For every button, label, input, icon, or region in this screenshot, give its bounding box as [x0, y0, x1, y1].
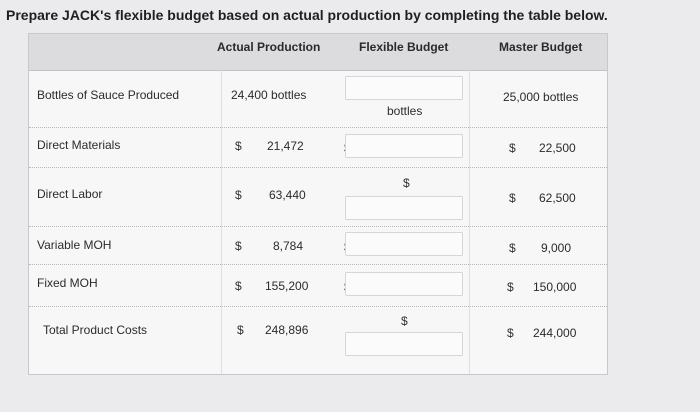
master-materials-dollar: $: [509, 141, 516, 155]
master-vmoh-dollar: $: [509, 241, 516, 255]
master-total-dollar: $: [507, 326, 514, 340]
actual-bottles-value: 24,400 bottles: [231, 88, 307, 102]
master-materials-value: 22,500: [539, 141, 576, 155]
flexible-materials-input[interactable]: [345, 134, 463, 158]
master-vmoh-value: 9,000: [541, 241, 572, 255]
flexible-total-input[interactable]: [345, 332, 463, 356]
flexible-fmoh-input[interactable]: [345, 272, 463, 296]
master-labor-dollar: $: [509, 191, 516, 205]
actual-total-dollar: $: [237, 323, 244, 337]
row-label-fixed-moh: Fixed MOH: [37, 276, 98, 290]
table-header-row: Actual Production Flexible Budget Master…: [29, 34, 607, 71]
row-label-total-product-costs: Total Product Costs: [43, 323, 148, 337]
actual-materials-dollar: $: [235, 139, 242, 153]
actual-materials-value: 21,472: [267, 139, 304, 153]
master-bottles-value: 25,000 bottles: [503, 90, 579, 104]
row-label-direct-materials: Direct Materials: [37, 138, 121, 152]
row-divider: [29, 226, 607, 227]
flexible-total-dollar: $: [401, 314, 408, 328]
flexible-labor-dollar: $: [403, 176, 410, 190]
row-divider: [29, 167, 607, 168]
actual-vmoh-dollar: $: [235, 239, 242, 253]
actual-total-value: 248,896: [265, 323, 309, 337]
column-header-flexible: Flexible Budget: [359, 40, 449, 54]
master-fmoh-value: 150,000: [533, 280, 577, 294]
master-fmoh-dollar: $: [507, 280, 514, 294]
flexible-labor-input[interactable]: [345, 196, 463, 220]
master-labor-value: 62,500: [539, 191, 576, 205]
flexible-budget-table: Actual Production Flexible Budget Master…: [28, 33, 608, 375]
column-divider: [469, 70, 470, 374]
row-label-bottles: Bottles of Sauce Produced: [37, 88, 180, 102]
row-divider: [29, 264, 607, 265]
actual-labor-dollar: $: [235, 188, 242, 202]
column-header-actual: Actual Production: [217, 40, 321, 54]
row-label-direct-labor: Direct Labor: [37, 187, 103, 201]
master-total-value: 244,000: [533, 326, 577, 340]
flexible-bottles-unit: bottles: [387, 104, 423, 118]
row-divider: [29, 306, 607, 307]
column-header-master: Master Budget: [499, 40, 583, 54]
actual-fmoh-dollar: $: [235, 279, 242, 293]
flexible-vmoh-input[interactable]: [345, 232, 463, 256]
actual-vmoh-value: 8,784: [273, 239, 304, 253]
row-divider: [29, 127, 607, 128]
flexible-bottles-input[interactable]: [345, 76, 463, 100]
column-divider: [221, 70, 222, 374]
row-label-variable-moh: Variable MOH: [37, 238, 112, 252]
actual-fmoh-value: 155,200: [265, 279, 309, 293]
actual-labor-value: 63,440: [269, 188, 306, 202]
page-heading: Prepare JACK's flexible budget based on …: [6, 7, 608, 23]
